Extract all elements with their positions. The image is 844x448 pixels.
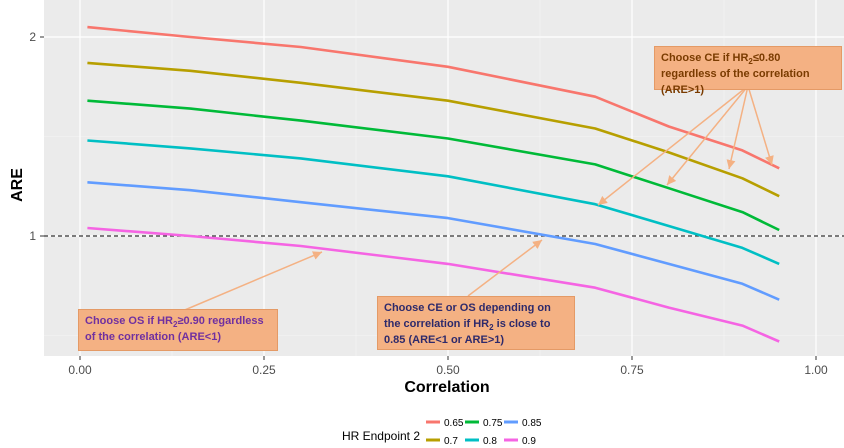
legend-label-0.85: 0.85 bbox=[522, 418, 542, 429]
annotation-arrow bbox=[747, 85, 774, 166]
annotation-text: Choose CE or OS depending on the correla… bbox=[384, 302, 551, 330]
series-lines bbox=[87, 25, 780, 343]
series-line-0.7 bbox=[87, 61, 780, 198]
annotation-arrow bbox=[179, 251, 323, 313]
legend: 0.65 0.7 0.75 0.8 0.85 0.9 bbox=[426, 418, 542, 447]
x-tick-label: 0.75 bbox=[620, 363, 644, 377]
annotation-arrow bbox=[597, 85, 749, 206]
annotation-arrows bbox=[179, 85, 774, 313]
y-tick-label: 1 bbox=[29, 229, 36, 243]
legend-label-0.75: 0.75 bbox=[483, 418, 503, 429]
annotation-subscript: 2 bbox=[489, 323, 494, 333]
series-line-0.75 bbox=[87, 99, 780, 232]
annotation-arrow bbox=[467, 239, 543, 297]
axis-ticks: 0.00 0.25 0.50 0.75 1.00 1 2 bbox=[29, 30, 828, 377]
annotation-text: ≤0.80 regardless of the correlation (ARE… bbox=[661, 52, 810, 96]
series-line-0.65 bbox=[87, 25, 780, 170]
annotation-arrow bbox=[666, 85, 749, 186]
annotation-choose-ce-or-os: Choose CE or OS depending on the correla… bbox=[377, 296, 575, 350]
annotation-arrow bbox=[726, 85, 749, 170]
series-line-0.85 bbox=[87, 181, 780, 301]
annotation-subscript: 2 bbox=[748, 57, 753, 67]
legend-label-0.8: 0.8 bbox=[483, 436, 497, 447]
legend-label-0.65: 0.65 bbox=[444, 418, 464, 429]
annotation-text: ≥0.90 regardless of the correlation (ARE… bbox=[85, 315, 264, 343]
annotation-text: Choose OS if HR bbox=[85, 315, 174, 327]
annotation-text: Choose CE if HR bbox=[661, 52, 749, 64]
legend-label-0.9: 0.9 bbox=[522, 436, 536, 447]
y-axis-title: ARE bbox=[9, 168, 26, 202]
x-tick-label: 0.25 bbox=[252, 363, 276, 377]
legend-label-0.7: 0.7 bbox=[444, 436, 458, 447]
y-tick-label: 2 bbox=[29, 30, 36, 44]
x-tick-label: 0.00 bbox=[68, 363, 92, 377]
legend-title: HR Endpoint 2 bbox=[342, 429, 420, 443]
x-tick-label: 0.50 bbox=[436, 363, 460, 377]
x-axis-title: Correlation bbox=[404, 379, 489, 396]
x-tick-label: 1.00 bbox=[804, 363, 828, 377]
annotation-text: is close to 0.85 (ARE<1 or ARE>1) bbox=[384, 318, 551, 346]
annotation-subscript: 2 bbox=[173, 320, 178, 330]
annotation-choose-ce: Choose CE if HR2≤0.80 regardless of the … bbox=[654, 46, 842, 96]
annotation-choose-os: Choose OS if HR2≥0.90 regardless of the … bbox=[78, 309, 278, 351]
series-line-0.8 bbox=[87, 139, 780, 266]
series-line-0.9 bbox=[87, 226, 780, 343]
